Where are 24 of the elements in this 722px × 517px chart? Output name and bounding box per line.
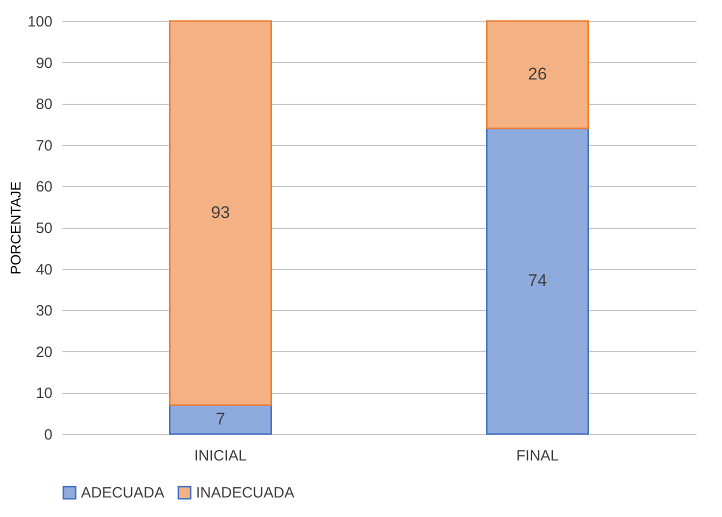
data-label: 93 — [211, 203, 230, 222]
y-tick-label: 40 — [36, 261, 52, 278]
y-tick-label: 90 — [36, 54, 52, 72]
data-label: 7 — [216, 410, 226, 429]
y-tick-label: 10 — [36, 385, 52, 402]
y-tick-label: 20 — [36, 344, 52, 361]
y-tick-label: 100 — [27, 14, 52, 30]
y-tick-label: 80 — [36, 96, 52, 114]
bar — [486, 128, 589, 435]
y-tick-label: 0 — [44, 426, 52, 444]
x-tick-label: INICIAL — [194, 448, 247, 464]
data-label: 26 — [528, 64, 547, 84]
x-tick-label: FINAL — [516, 448, 559, 464]
y-axis-title: PORCENTAJE — [7, 181, 24, 275]
bar — [486, 20, 589, 130]
y-tick-label: 50 — [36, 220, 52, 237]
bar — [169, 20, 272, 406]
legend-label: ADECUADA — [81, 484, 164, 502]
data-label: 74 — [528, 271, 547, 290]
y-tick-label: 60 — [36, 178, 52, 196]
y-tick-label: 70 — [36, 137, 52, 154]
bar — [169, 404, 272, 435]
y-tick-label: 30 — [36, 302, 52, 320]
legend-label: INADECUADA — [196, 484, 294, 502]
